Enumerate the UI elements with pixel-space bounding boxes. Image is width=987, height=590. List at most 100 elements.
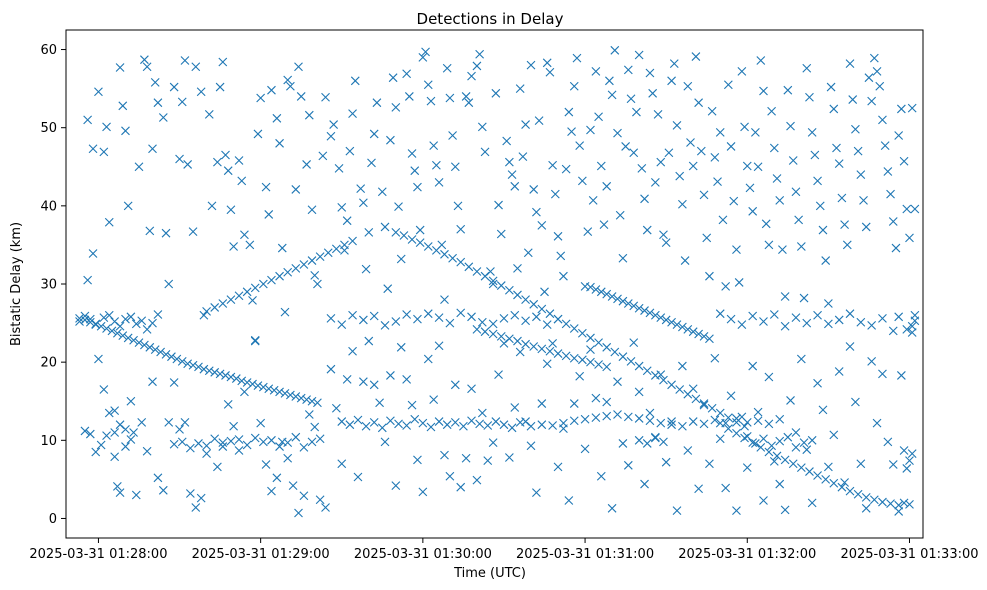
data-point-marker (215, 369, 225, 379)
data-point-marker (845, 486, 855, 496)
data-point-marker (296, 393, 306, 403)
data-point-marker (488, 319, 498, 329)
data-point-marker (729, 196, 739, 206)
data-point-marker (867, 96, 877, 106)
data-point-marker (634, 414, 644, 423)
data-point-marker (894, 131, 904, 140)
data-point-marker (602, 181, 612, 191)
data-point-marker (175, 154, 184, 164)
data-point-marker (759, 317, 768, 326)
data-point-marker (464, 98, 474, 108)
data-point-marker (215, 82, 225, 92)
data-point-marker (642, 366, 652, 376)
data-point-marker (626, 356, 636, 366)
data-point-marker (623, 412, 633, 422)
data-point-marker (248, 296, 257, 305)
data-point-marker (580, 281, 590, 291)
data-point-marker (545, 309, 555, 319)
data-point-marker (80, 426, 90, 436)
data-point-marker (645, 68, 655, 78)
data-point-marker (734, 278, 744, 287)
data-point-marker (802, 63, 812, 73)
data-point-marker (632, 107, 641, 117)
data-point-marker (602, 397, 612, 407)
data-point-marker (261, 460, 271, 469)
data-point-marker (267, 85, 276, 95)
data-point-marker (780, 321, 790, 331)
data-point-marker (226, 295, 236, 305)
data-point-marker (488, 279, 498, 289)
data-point-marker (656, 313, 666, 322)
data-point-marker (813, 310, 822, 320)
data-point-marker (369, 311, 379, 321)
data-point-marker (461, 92, 471, 101)
data-point-marker (596, 287, 606, 297)
data-point-marker (361, 421, 371, 431)
data-point-marker (656, 418, 666, 428)
data-point-marker (321, 503, 330, 512)
data-point-marker (410, 414, 420, 424)
data-point-marker (726, 391, 736, 401)
data-point-marker (437, 240, 447, 250)
data-point-marker (829, 104, 839, 114)
data-point-marker (891, 243, 901, 253)
data-point-marker (694, 329, 704, 339)
data-point-marker (783, 85, 793, 95)
data-point-marker (110, 452, 120, 462)
data-point-marker (851, 124, 860, 134)
data-point-marker (705, 334, 714, 344)
data-point-marker (813, 471, 822, 480)
x-tick-label: 2025-03-31 01:29:00 (192, 547, 330, 562)
data-point-marker (521, 316, 530, 326)
data-point-marker (899, 446, 909, 455)
data-point-marker (102, 122, 111, 132)
data-point-marker (140, 55, 149, 65)
data-point-marker (791, 187, 801, 197)
data-point-marker (456, 308, 466, 318)
data-point-marker (761, 219, 771, 229)
data-point-marker (413, 314, 422, 324)
data-point-marker (610, 347, 620, 357)
data-point-marker (445, 318, 455, 328)
data-point-marker (318, 151, 328, 161)
data-point-marker (667, 380, 676, 390)
data-point-marker (337, 320, 347, 330)
data-point-marker (513, 336, 522, 346)
data-point-marker (586, 357, 595, 367)
data-point-marker (118, 331, 128, 340)
data-point-marker (694, 484, 704, 494)
data-point-marker (258, 437, 268, 447)
data-point-marker (715, 434, 725, 444)
data-point-marker (275, 442, 284, 451)
data-point-marker (180, 417, 190, 427)
data-point-marker (467, 312, 476, 322)
data-point-marker (315, 434, 325, 444)
data-point-marker (564, 107, 574, 117)
data-point-marker (661, 457, 671, 467)
y-tick-label: 20 (40, 356, 57, 371)
data-point-marker (440, 450, 449, 460)
data-point-marker (258, 382, 268, 392)
data-point-marker (521, 417, 530, 426)
data-point-marker (888, 217, 898, 226)
data-point-marker (723, 80, 733, 90)
data-point-marker (283, 453, 293, 463)
data-point-marker (748, 311, 758, 321)
data-point-marker (299, 442, 309, 452)
data-point-marker (799, 293, 809, 303)
data-point-marker (878, 497, 887, 507)
data-point-marker (467, 416, 476, 426)
data-point-marker (772, 451, 782, 461)
data-point-marker (202, 449, 211, 458)
data-point-marker (591, 393, 601, 403)
data-point-marker (545, 346, 555, 356)
data-point-marker (678, 322, 687, 332)
data-point-marker (499, 339, 509, 348)
data-point-marker (367, 158, 376, 168)
y-tick-label: 40 (40, 199, 57, 214)
data-point-marker (586, 345, 595, 355)
data-point-marker (291, 263, 301, 273)
data-point-marker (634, 435, 644, 445)
data-point-marker (391, 317, 401, 326)
